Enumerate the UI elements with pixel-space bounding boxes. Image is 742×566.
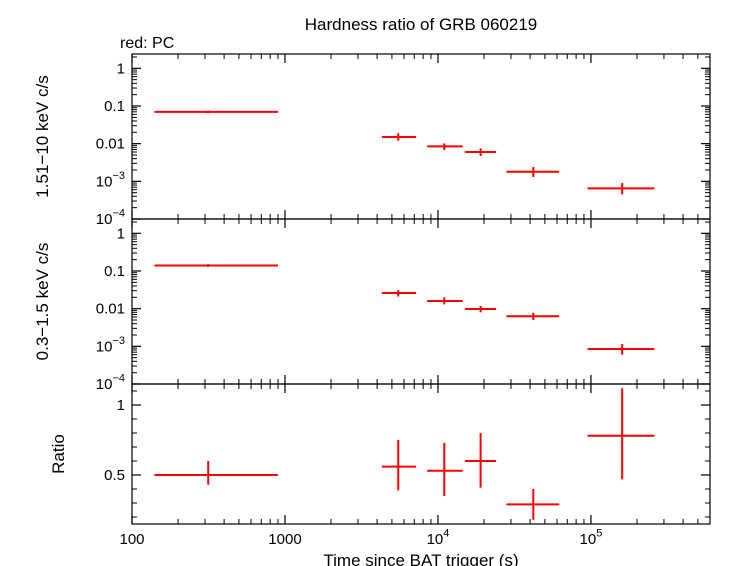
svg-text:0.1: 0.1 [104,98,125,115]
svg-text:0.1: 0.1 [104,263,125,280]
svg-text:104: 104 [427,528,450,549]
svg-text:Hardness ratio of GRB 060219: Hardness ratio of GRB 060219 [305,15,537,34]
svg-text:10−4: 10−4 [96,373,125,394]
svg-text:1.51−10 keV c/s: 1.51−10 keV c/s [33,75,52,197]
hardness-ratio-chart: Hardness ratio of GRB 060219 red: PC 10−4 1… [0,0,742,566]
svg-text:10−3: 10−3 [96,170,125,191]
svg-text:Ratio: Ratio [49,434,68,474]
svg-text:1: 1 [117,225,125,242]
svg-text:1: 1 [117,60,125,77]
svg-text:10−3: 10−3 [96,335,125,356]
svg-text:0.5: 0.5 [104,467,125,484]
svg-text:red: PC: red: PC [120,35,174,52]
svg-text:100: 100 [119,531,144,548]
svg-text:1: 1 [117,397,125,414]
svg-text:0.3−1.5 keV c/s: 0.3−1.5 keV c/s [33,243,52,361]
svg-text:105: 105 [580,528,603,549]
svg-text:0.01: 0.01 [96,136,125,153]
svg-text:1000: 1000 [268,531,301,548]
svg-text:0.01: 0.01 [96,301,125,318]
svg-text:Time since BAT trigger (s): Time since BAT trigger (s) [323,551,518,566]
